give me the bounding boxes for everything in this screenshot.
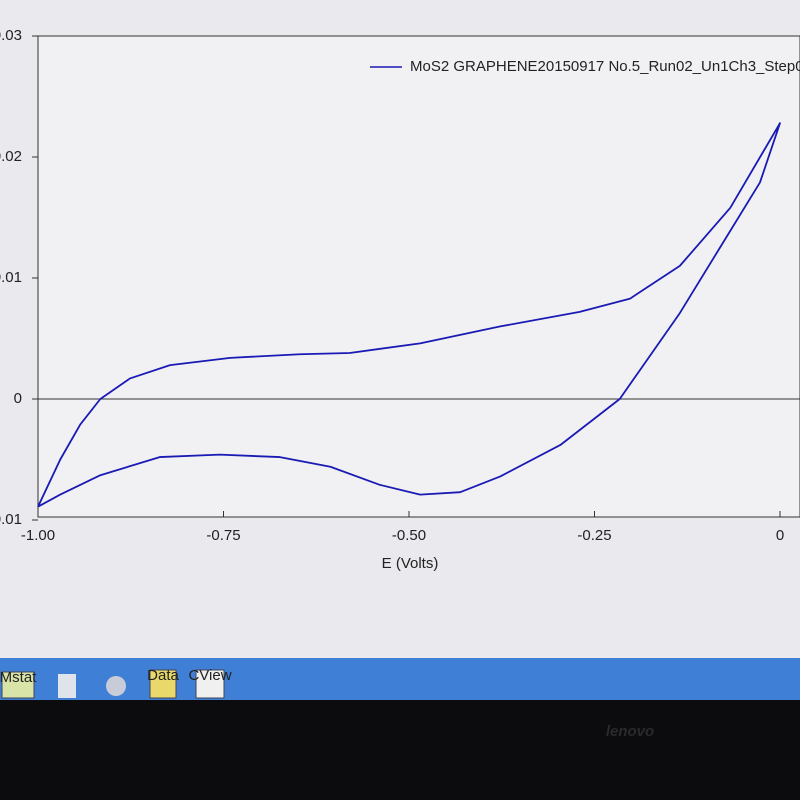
taskbar-icon[interactable] (106, 676, 126, 696)
x-tick-label: -1.00 (21, 527, 55, 544)
cv-curve (37, 122, 781, 508)
x-tick-label: 0 (776, 527, 784, 544)
taskbar-icon[interactable] (58, 674, 76, 698)
bezel (0, 700, 800, 800)
x-tick-label: -0.50 (392, 527, 426, 544)
y-tick-label: -0.01 (0, 511, 22, 528)
taskbar-label[interactable]: CView (188, 667, 231, 684)
taskbar-icon[interactable] (1, 671, 35, 699)
y-tick-label: 0.02 (0, 148, 22, 165)
taskbar-icon[interactable] (149, 669, 177, 699)
brand-logo: lenovo (606, 723, 654, 740)
taskbar-icon[interactable] (195, 669, 225, 699)
taskbar (0, 658, 800, 700)
x-axis-label: E (Volts) (382, 555, 439, 572)
y-tick-label: 0 (14, 390, 22, 407)
x-tick-label: -0.75 (206, 527, 240, 544)
plot-frame (37, 35, 800, 518)
x-tick-label: -0.25 (577, 527, 611, 544)
taskbar-label[interactable]: Mstat (0, 669, 37, 686)
y-tick-label: 0.03 (0, 27, 22, 44)
legend-label: MoS2 GRAPHENE20150917 No.5_Run02_Un1Ch3_… (410, 58, 800, 75)
taskbar-label[interactable]: Data (147, 667, 179, 684)
y-tick-label: 0.01 (0, 269, 22, 286)
